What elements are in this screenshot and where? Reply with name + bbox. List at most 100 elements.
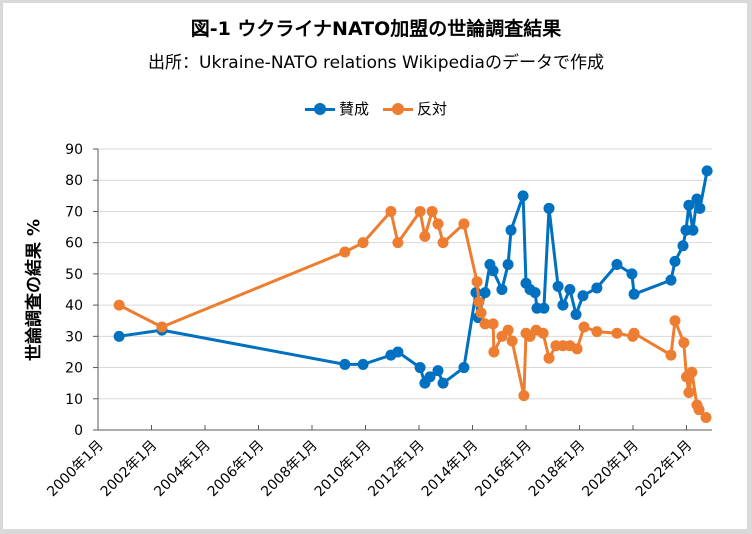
y-tick-labels: 0 10 20 30 40 50 60 70 80 90: [65, 142, 83, 439]
data-point: [479, 318, 491, 330]
gridlines: [98, 148, 712, 400]
data-point: [517, 190, 529, 202]
x-tick-label: 2018年1月: [526, 438, 589, 501]
data-point: [437, 237, 449, 249]
data-point: [665, 349, 677, 361]
x-tick-label: 2020年1月: [579, 438, 642, 501]
data-point: [113, 299, 125, 311]
data-point: [557, 299, 569, 311]
data-point: [537, 327, 549, 339]
data-point: [591, 282, 603, 294]
data-point: [628, 288, 640, 300]
x-tick-label: 2014年1月: [419, 438, 482, 501]
y-tick-label: 60: [65, 236, 83, 252]
data-point: [414, 205, 426, 217]
legend-marker-oppose-icon: [383, 102, 413, 115]
data-point: [475, 307, 487, 319]
data-point: [578, 321, 590, 333]
chart-title: 図-1 ウクライナNATO加盟の世論調査結果: [190, 18, 562, 40]
legend: 賛成 反対: [0, 98, 752, 119]
x-tick-label: 2012年1月: [365, 438, 428, 501]
x-tick-label: 2010年1月: [312, 438, 375, 501]
data-point: [552, 280, 564, 292]
data-point: [502, 324, 514, 336]
data-point: [339, 246, 351, 258]
series-line: [118, 170, 709, 385]
legend-item-oppose: 反対: [383, 98, 447, 119]
data-point: [570, 308, 582, 320]
data-point: [694, 202, 706, 214]
y-tick-label: 70: [65, 204, 83, 220]
data-point: [529, 287, 541, 299]
data-point: [683, 387, 695, 399]
data-point: [686, 366, 698, 378]
data-point: [357, 358, 369, 370]
x-tick-label: 2000年1月: [44, 438, 107, 501]
data-point: [687, 224, 699, 236]
data-point: [432, 218, 444, 230]
data-point: [518, 390, 530, 402]
data-point: [502, 259, 514, 271]
y-tick-label: 40: [65, 298, 83, 314]
legend-marker-support-icon: [304, 102, 335, 115]
data-point: [471, 276, 483, 288]
legend-label-oppose: 反対: [417, 100, 448, 118]
series-support: [113, 165, 713, 389]
data-point: [678, 337, 690, 349]
data-point: [385, 205, 397, 217]
data-point: [113, 330, 125, 342]
axes: [93, 148, 712, 431]
chart-panel: [3, 3, 747, 529]
data-point: [669, 255, 681, 267]
data-point: [538, 302, 550, 314]
data-point: [424, 371, 436, 383]
data-point: [543, 202, 555, 214]
data-point: [458, 362, 470, 374]
y-tick-label: 90: [65, 142, 83, 158]
x-tick-label: 2004年1月: [151, 438, 214, 501]
data-point: [437, 377, 449, 389]
data-point: [611, 327, 623, 339]
y-tick-label: 50: [65, 267, 83, 283]
data-point: [426, 205, 438, 217]
data-point: [505, 224, 517, 236]
data-point: [701, 165, 713, 177]
data-point: [571, 343, 583, 355]
y-tick-label: 30: [65, 329, 83, 345]
data-point: [665, 274, 677, 286]
x-tick-labels: 2000年1月2002年1月2004年1月2006年1月2008年1月2010年…: [44, 438, 695, 501]
data-point: [543, 352, 555, 364]
legend-label-support: 賛成: [338, 100, 369, 118]
data-point: [683, 199, 695, 211]
data-point: [628, 327, 640, 339]
data-point: [691, 193, 703, 205]
data-point: [357, 237, 369, 249]
y-tick-label: 0: [74, 423, 83, 439]
data-point: [419, 230, 431, 242]
data-point: [626, 268, 638, 280]
data-point: [669, 315, 681, 327]
series-oppose: [113, 205, 712, 424]
series: [113, 165, 713, 424]
data-point: [591, 326, 603, 338]
data-point: [693, 404, 705, 416]
data-point: [611, 259, 623, 271]
data-point: [700, 412, 712, 424]
data-point: [458, 218, 470, 230]
chart-subtitle: 出所：Ukraine-NATO relations Wikipediaのデータで…: [148, 53, 604, 73]
data-point: [496, 284, 508, 295]
y-tick-label: 80: [65, 173, 83, 189]
x-tick-label: 2008年1月: [258, 438, 321, 501]
data-point: [506, 335, 518, 347]
data-point: [414, 362, 426, 374]
data-point: [487, 265, 499, 277]
legend-item-support: 賛成: [304, 98, 369, 119]
data-point: [392, 237, 404, 249]
x-tick-label: 2016年1月: [472, 438, 535, 501]
data-point: [564, 284, 576, 295]
data-point: [156, 321, 168, 333]
x-tick-label: 2006年1月: [205, 438, 268, 501]
data-point: [487, 318, 499, 330]
data-point: [488, 346, 500, 358]
